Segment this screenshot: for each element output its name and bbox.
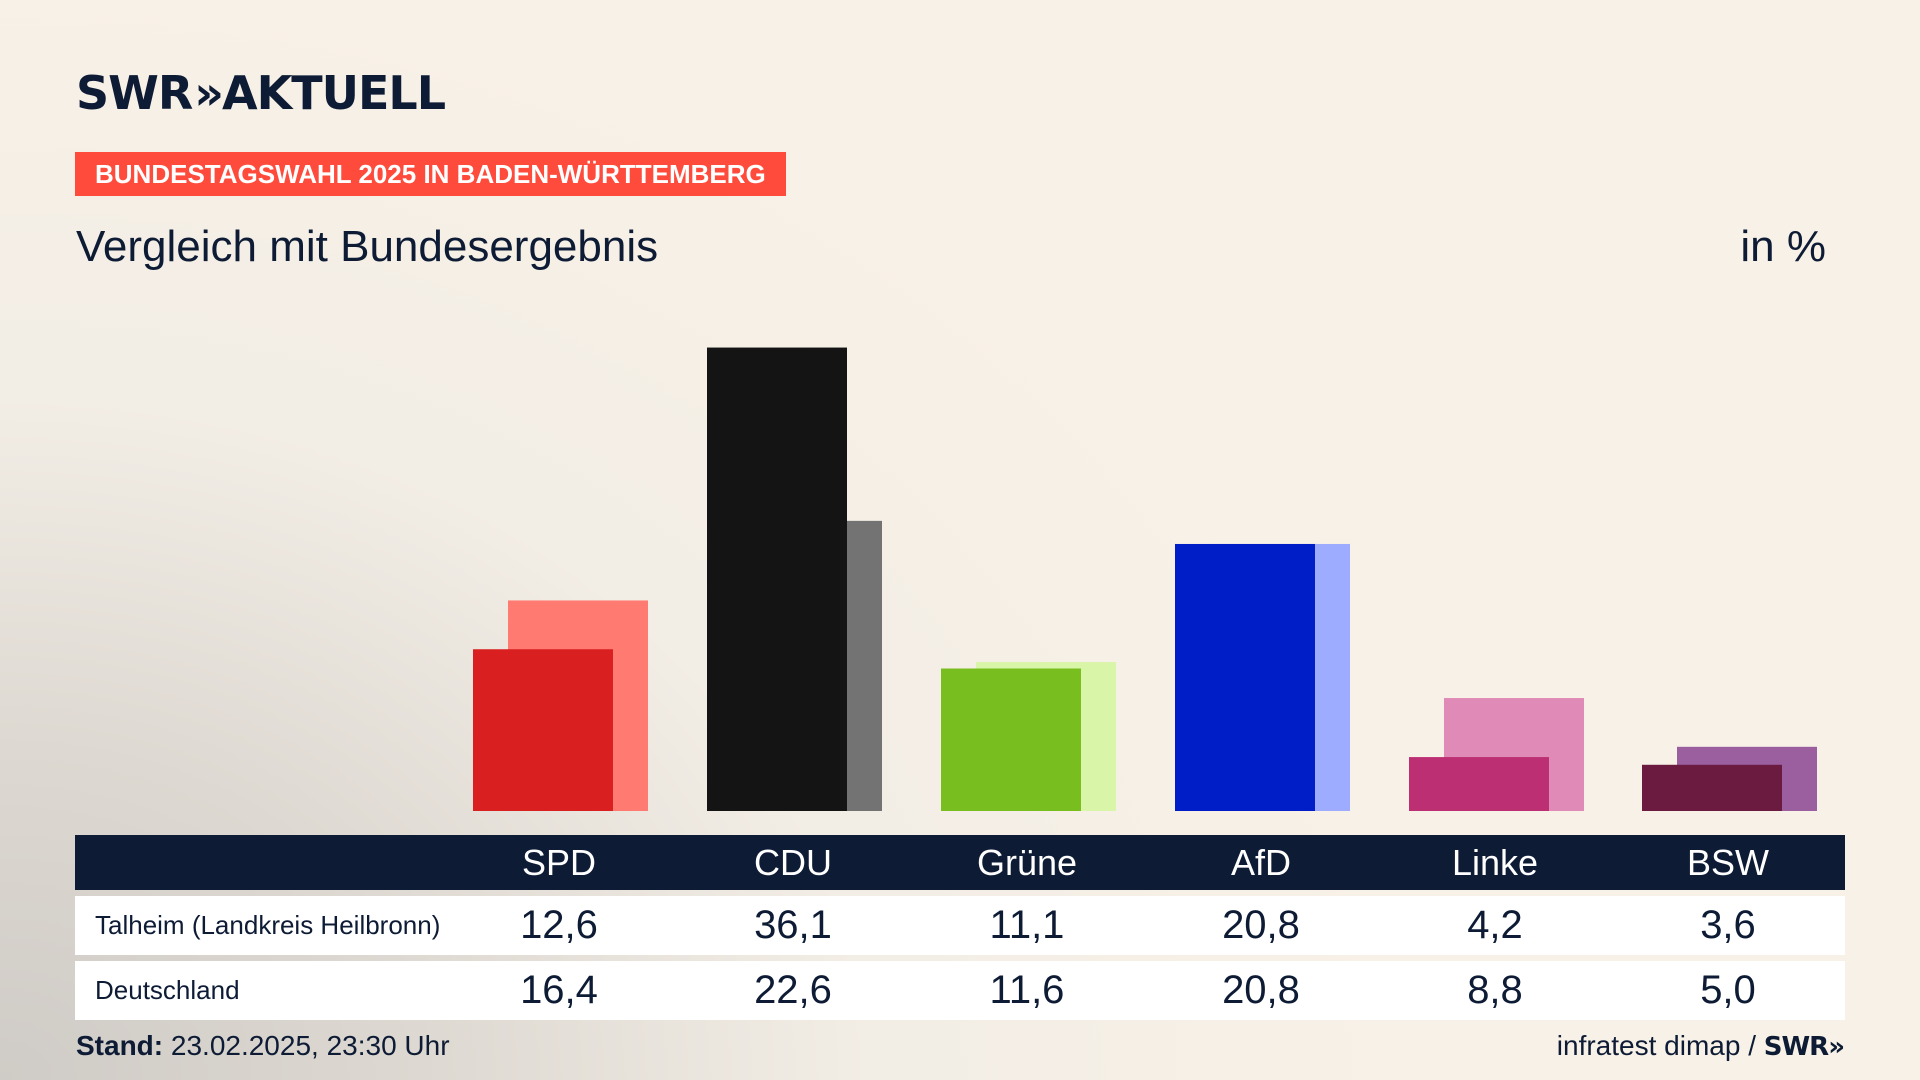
bar-talheim-cdu <box>707 347 847 811</box>
party-label-bsw: BSW <box>1686 842 1769 883</box>
value-label-talheim-spd: 12,6 <box>520 903 598 947</box>
swr-aktuell-logo: SWR» AKTUELL <box>76 66 446 120</box>
value-label-deutschland-afd: 20,8 <box>1222 968 1300 1012</box>
party-label-spd: SPD <box>521 842 597 883</box>
value-label-deutschland-gruene: 11,6 <box>989 968 1065 1012</box>
source-credit: infratest dimap / SWR» <box>1556 1030 1845 1062</box>
value-label-deutschland-spd: 16,4 <box>520 968 598 1012</box>
source-text: infratest dimap / <box>1556 1030 1756 1061</box>
value-label-talheim-bsw: 3,6 <box>1700 903 1756 947</box>
bar-talheim-bsw <box>1642 764 1782 811</box>
results-table: SPD CDU Grüne AfD Linke BSW Talheim (Landkrei… <box>75 835 1845 1020</box>
bar-talheim-afd <box>1175 543 1315 811</box>
row-label-talheim: Talheim (Landkreis Heilbronn) <box>95 910 441 940</box>
value-label-deutschland-cdu: 22,6 <box>754 968 832 1012</box>
logo-swr-text: SWR <box>76 66 193 120</box>
election-badge: BUNDESTAGSWAHL 2025 IN BADEN-WÜRTTEMBERG <box>75 152 786 196</box>
bar-talheim-gruene <box>941 668 1081 811</box>
row-label-deutschland: Deutschland <box>95 975 240 1005</box>
value-label-deutschland-bsw: 5,0 <box>1700 968 1756 1012</box>
bar-talheim-linke <box>1409 757 1549 811</box>
stand-label: Stand: <box>76 1030 164 1061</box>
party-label-linke: Linke <box>1451 842 1539 883</box>
value-label-talheim-cdu: 36,1 <box>754 903 832 947</box>
party-label-gruene: Grüne <box>976 842 1078 883</box>
party-label-afd: AfD <box>1230 842 1291 883</box>
chart-subtitle: Vergleich mit Bundesergebnis <box>76 222 659 271</box>
party-label-cdu: CDU <box>754 842 832 883</box>
swr-logo-small: SWR» <box>1763 1032 1845 1062</box>
bar-talheim-spd <box>473 649 613 811</box>
table-row: Talheim (Landkreis Heilbronn) 12,6 36,1 11… <box>75 896 1845 955</box>
value-label-talheim-linke: 4,2 <box>1467 903 1523 947</box>
party-header-row: SPD CDU Grüne AfD Linke BSW <box>75 835 1845 890</box>
table-row: Deutschland 16,4 22,6 11,6 20,8 8,8 5,0 <box>75 961 1845 1020</box>
unit-label: in % <box>1740 222 1826 271</box>
timestamp: Stand: 23.02.2025, 23:30 Uhr <box>76 1030 450 1062</box>
logo-aktuell-text: AKTUELL <box>222 66 446 120</box>
value-label-talheim-gruene: 11,1 <box>989 903 1065 947</box>
value-label-talheim-afd: 20,8 <box>1222 903 1300 947</box>
value-label-deutschland-linke: 8,8 <box>1467 968 1523 1012</box>
stand-value: 23.02.2025, 23:30 Uhr <box>170 1030 450 1061</box>
